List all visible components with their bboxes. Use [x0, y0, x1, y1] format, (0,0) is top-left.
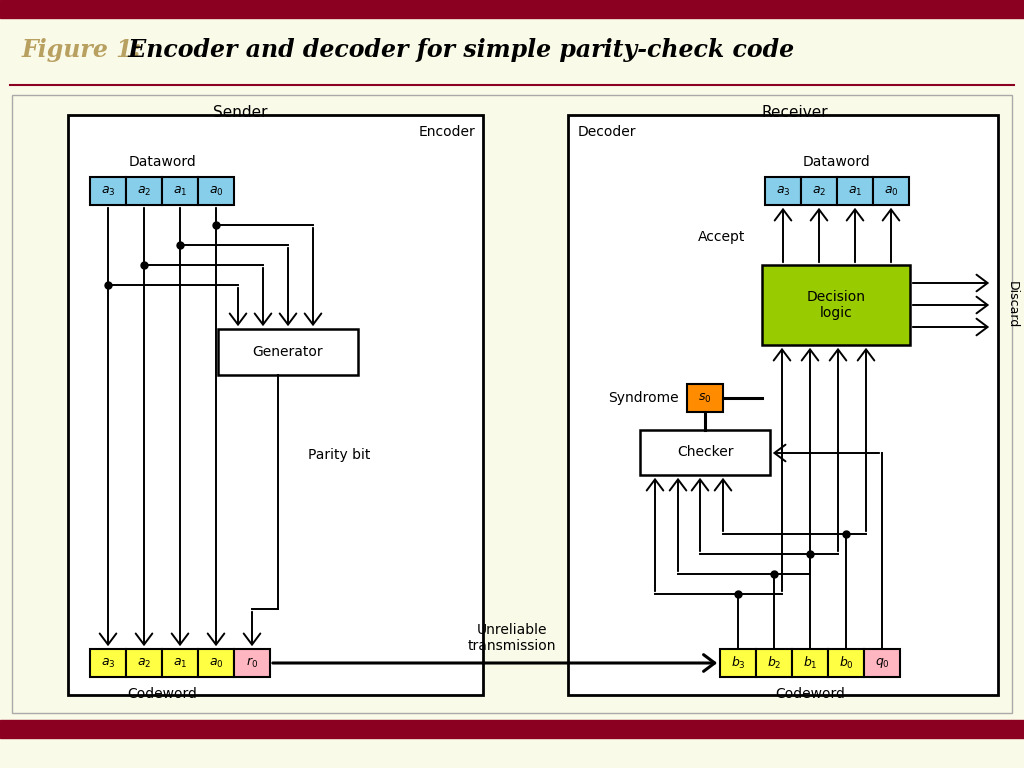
Bar	[12, 95, 1012, 713]
Text: $a_3$: $a_3$	[776, 184, 791, 197]
Text: $a_1$: $a_1$	[173, 657, 187, 670]
Bar	[756, 649, 792, 677]
Bar	[218, 329, 358, 375]
Text: $a_0$: $a_0$	[209, 184, 223, 197]
Bar	[126, 177, 162, 205]
Text: $a_2$: $a_2$	[137, 657, 152, 670]
Bar	[198, 649, 234, 677]
Bar	[68, 115, 483, 695]
Text: $b_2$: $b_2$	[767, 655, 781, 671]
Text: $b_3$: $b_3$	[730, 655, 745, 671]
Text: Unreliable
transmission: Unreliable transmission	[468, 623, 556, 653]
Text: Encoder: Encoder	[418, 125, 475, 139]
Bar	[90, 649, 126, 677]
Bar	[873, 177, 909, 205]
Text: Codeword: Codeword	[127, 687, 197, 701]
Bar	[837, 177, 873, 205]
Text: Accept: Accept	[697, 230, 745, 244]
Bar	[198, 177, 234, 205]
Bar	[864, 649, 900, 677]
Bar	[828, 649, 864, 677]
Bar	[687, 384, 723, 412]
Bar	[0, 0, 1024, 18]
Bar	[162, 177, 198, 205]
Text: Sender: Sender	[213, 105, 267, 120]
Text: $a_3$: $a_3$	[100, 657, 116, 670]
Text: Encoder and decoder for simple parity-check code: Encoder and decoder for simple parity-ch…	[120, 38, 795, 62]
Text: $a_2$: $a_2$	[812, 184, 826, 197]
Bar	[162, 649, 198, 677]
Text: $s_0$: $s_0$	[698, 392, 712, 405]
Text: Discard: Discard	[1006, 281, 1019, 329]
Text: $b_0$: $b_0$	[839, 655, 853, 671]
Bar	[792, 649, 828, 677]
Bar	[126, 649, 162, 677]
Bar	[234, 649, 270, 677]
Bar	[801, 177, 837, 205]
Bar	[640, 430, 770, 475]
Text: Syndrome: Syndrome	[608, 391, 679, 405]
Text: Receiver: Receiver	[762, 105, 828, 120]
Text: $a_3$: $a_3$	[100, 184, 116, 197]
Text: Dataword: Dataword	[128, 155, 196, 169]
Text: Parity bit: Parity bit	[308, 448, 371, 462]
Text: Dataword: Dataword	[803, 155, 870, 169]
Text: Codeword: Codeword	[775, 687, 845, 701]
Text: $a_2$: $a_2$	[137, 184, 152, 197]
Bar	[0, 720, 1024, 738]
Text: $a_0$: $a_0$	[884, 184, 898, 197]
Text: Decoder: Decoder	[578, 125, 637, 139]
Bar	[90, 177, 126, 205]
Text: Generator: Generator	[253, 345, 324, 359]
Bar	[568, 115, 998, 695]
Text: $b_1$: $b_1$	[803, 655, 817, 671]
Text: $a_0$: $a_0$	[209, 657, 223, 670]
Text: $a_1$: $a_1$	[848, 184, 862, 197]
Text: Checker: Checker	[677, 445, 733, 459]
Text: Figure 1:: Figure 1:	[22, 38, 142, 62]
Text: $r_0$: $r_0$	[246, 656, 258, 670]
Text: Decision
logic: Decision logic	[807, 290, 865, 320]
Bar	[765, 177, 801, 205]
Bar	[720, 649, 756, 677]
Text: $q_0$: $q_0$	[874, 656, 890, 670]
Text: $a_1$: $a_1$	[173, 184, 187, 197]
Bar	[762, 265, 910, 345]
